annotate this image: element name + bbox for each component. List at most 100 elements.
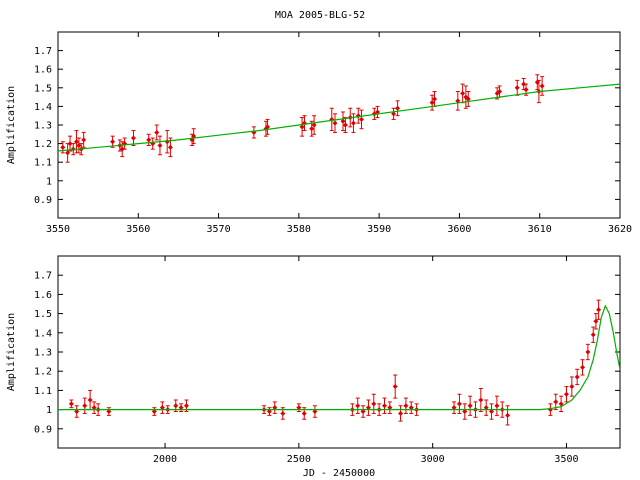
point-marker (312, 409, 318, 415)
point-marker (365, 405, 371, 411)
data-point (60, 141, 66, 154)
point-marker (558, 401, 564, 407)
point-marker (478, 397, 484, 403)
point-marker (580, 364, 586, 370)
point-marker (167, 144, 173, 150)
bottom-panel-chart: 2000 2500 3000 3500 0.9 1 1.1 1.2 1.3 1.4 1.5 1.6 1.… (6, 255, 621, 479)
x-tick-label: 3560 (126, 224, 150, 235)
point-marker (74, 409, 80, 415)
data-point (280, 407, 286, 420)
data-point (499, 401, 505, 418)
data-point (574, 368, 580, 386)
point-marker (553, 399, 559, 405)
data-point (563, 386, 569, 403)
data-point (593, 313, 599, 330)
point-marker (489, 409, 495, 415)
point-marker (67, 141, 73, 147)
point-marker (451, 405, 457, 411)
y-tick-label: 1.3 (34, 121, 52, 132)
data-point (375, 105, 381, 119)
data-point (358, 109, 364, 130)
data-point (462, 403, 468, 420)
point-marker (465, 96, 471, 102)
point-marker (456, 401, 462, 407)
point-marker (355, 403, 361, 409)
point-marker (360, 409, 366, 415)
point-marker (301, 410, 307, 416)
x-tick-label: 3550 (46, 224, 70, 235)
data-point (585, 343, 591, 361)
point-marker (164, 139, 170, 145)
y-tick-label: 0.9 (34, 424, 52, 435)
data-point (309, 120, 315, 137)
top-panel-chart: 3550 3560 3570 3580 3590 3600 3610 3620 0.9 1 1.1 1… (6, 31, 632, 235)
data-point (157, 135, 163, 156)
point-marker (130, 135, 136, 141)
point-marker (375, 109, 381, 115)
point-marker (381, 403, 387, 409)
point-marker (299, 124, 305, 130)
data-point (451, 401, 457, 414)
data-point (272, 401, 278, 414)
point-marker (539, 83, 545, 89)
data-point (590, 326, 596, 343)
point-marker (266, 409, 272, 415)
data-point (355, 397, 361, 414)
data-point (569, 376, 575, 397)
point-marker (106, 409, 112, 415)
data-point (371, 393, 377, 414)
point-marker (371, 401, 377, 407)
model-curve (58, 83, 620, 152)
point-marker (280, 410, 286, 416)
data-point (106, 407, 112, 416)
data-point (467, 395, 473, 416)
point-marker (497, 89, 503, 95)
point-marker (514, 85, 520, 91)
point-marker (173, 403, 179, 409)
point-marker (505, 412, 511, 418)
data-point (558, 395, 564, 413)
data-point (299, 117, 305, 137)
data-point (340, 111, 346, 132)
point-marker (596, 307, 602, 313)
point-marker (403, 403, 409, 409)
data-point (74, 405, 80, 418)
data-point (489, 403, 495, 420)
data-point (296, 403, 302, 413)
point-marker (593, 318, 599, 324)
data-point (151, 407, 157, 416)
data-point (65, 143, 71, 163)
data-point (67, 135, 73, 152)
x-tick-label: 3590 (367, 224, 391, 235)
plot-data (58, 299, 620, 426)
data-point (403, 397, 409, 414)
point-marker (87, 397, 93, 403)
data-point (497, 85, 503, 98)
point-marker (60, 144, 66, 150)
data-point (91, 401, 97, 414)
data-point (130, 130, 136, 146)
point-marker (154, 129, 160, 135)
y-tick-label: 1.6 (34, 290, 52, 301)
data-point (154, 124, 160, 141)
point-marker (157, 142, 163, 148)
data-point (391, 107, 397, 120)
point-marker (358, 116, 364, 122)
data-point (82, 397, 88, 414)
data-point (580, 359, 586, 376)
data-point (68, 399, 74, 409)
y-tick-label: 1.5 (34, 83, 52, 94)
point-marker (265, 124, 271, 130)
data-point (514, 79, 520, 96)
data-point (164, 130, 170, 154)
point-marker (119, 146, 125, 152)
data-point (301, 407, 307, 420)
data-point (81, 131, 87, 148)
data-point (178, 403, 184, 413)
point-marker (429, 100, 435, 106)
point-marker (432, 96, 438, 102)
data-point (523, 83, 529, 96)
data-point (332, 113, 338, 133)
point-marker (183, 403, 189, 409)
